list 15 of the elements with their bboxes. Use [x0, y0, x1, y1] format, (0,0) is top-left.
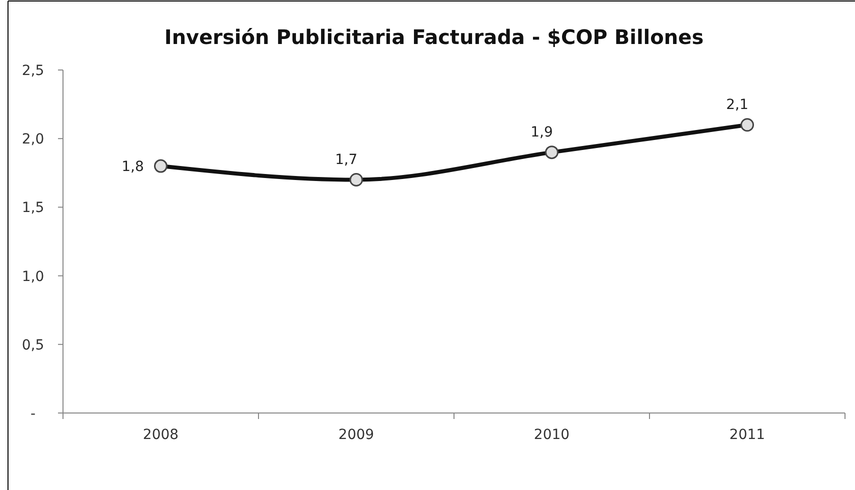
- x-tick-label: 2008: [142, 427, 179, 443]
- data-label: 2,1: [726, 96, 748, 113]
- chart-title: Inversión Publicitaria Facturada - $COP Billones: [164, 25, 704, 49]
- x-tick-label: 2010: [534, 427, 570, 443]
- y-tick-label: 0,5: [22, 337, 44, 354]
- y-tick-label: 1,5: [22, 200, 44, 216]
- y-tick-label: 2,5: [22, 63, 44, 79]
- data-label: 1,9: [530, 124, 553, 140]
- y-tick-label: -: [30, 406, 36, 422]
- x-tick-label: 2009: [338, 427, 374, 443]
- y-tick-label: 1,0: [22, 268, 44, 285]
- data-label: 1,8: [122, 159, 144, 176]
- x-tick-label: 2011: [729, 427, 766, 443]
- y-tick-label: 2,0: [22, 132, 44, 148]
- data-label: 1,7: [335, 152, 358, 168]
